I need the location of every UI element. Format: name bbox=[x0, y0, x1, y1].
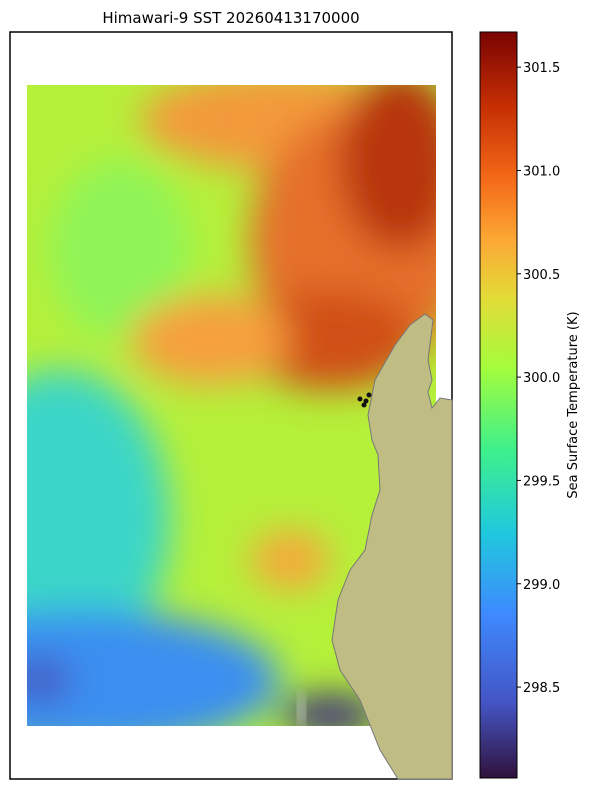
colorbar-tick-label: 299.0 bbox=[523, 578, 560, 593]
station-markers bbox=[357, 392, 372, 408]
colorbar-label: Sea Surface Temperature (K) bbox=[566, 311, 581, 498]
map-title: Himawari-9 SST 20260413170000 bbox=[102, 9, 359, 27]
land bbox=[331, 313, 453, 780]
colorbar-tick-label: 298.5 bbox=[523, 681, 560, 696]
colorbar-tick-label: 300.0 bbox=[523, 371, 560, 386]
colorbar bbox=[479, 31, 518, 779]
sst-field bbox=[27, 85, 436, 726]
colorbar-tick-label: 299.5 bbox=[523, 474, 560, 489]
colorbar-tick-label: 301.5 bbox=[523, 61, 560, 76]
colorbar-tick-label: 301.0 bbox=[523, 164, 560, 179]
colorbar-tick-label: 300.5 bbox=[523, 268, 560, 283]
